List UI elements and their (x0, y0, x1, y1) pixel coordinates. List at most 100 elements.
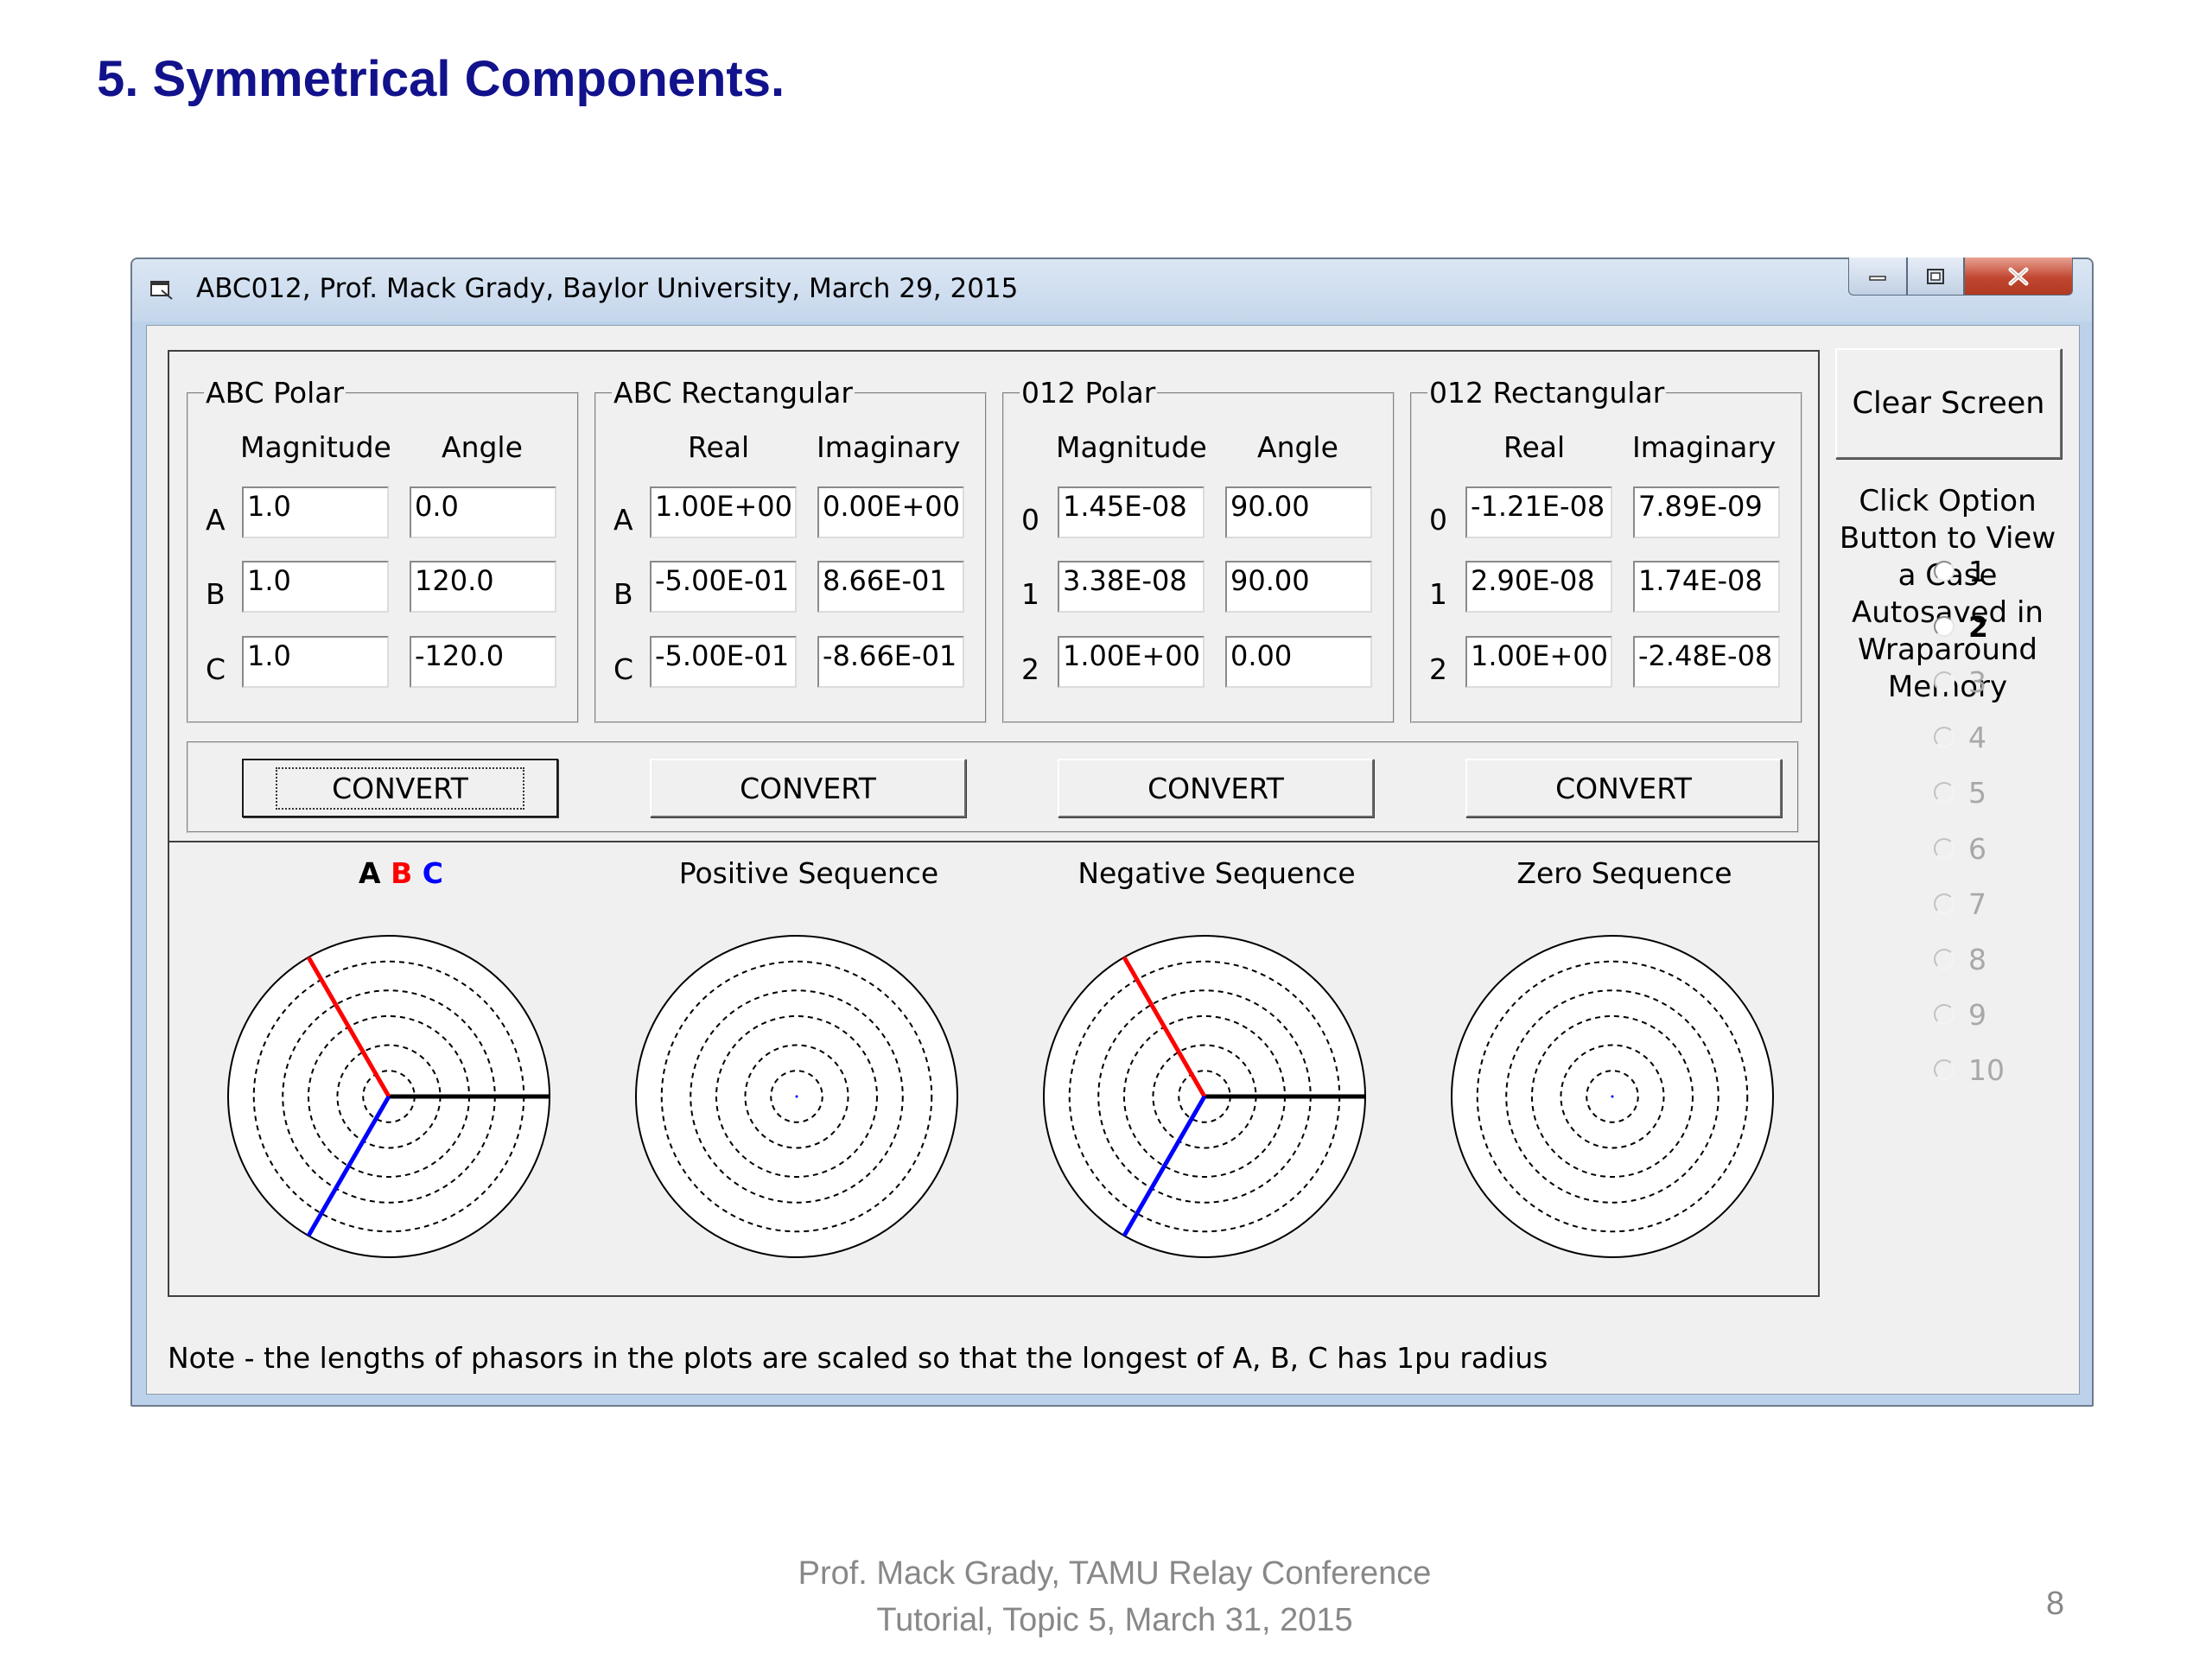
polar012-0-angle-field[interactable]: 90.00 (1225, 486, 1372, 538)
case-radio-1[interactable]: 1 (1934, 554, 1986, 588)
plot-grid-ring (1560, 1044, 1665, 1149)
row-label: 2 (1429, 652, 1447, 686)
rect012-0-real-field[interactable]: -1.21E-08 (1465, 486, 1612, 538)
abc-polar-a-angle-field[interactable]: 0.0 (410, 486, 556, 538)
abc-rect-c-imag-field[interactable]: -8.66E-01 (817, 636, 964, 688)
clear-screen-button[interactable]: Clear Screen (1835, 348, 2062, 459)
phasor-plot-panel: A B C Positive Sequence Negative Sequenc… (168, 841, 1820, 1297)
column-header: Magnitude (1056, 430, 1207, 464)
plot-grid-ring (770, 1070, 823, 1123)
close-button[interactable] (1964, 257, 2073, 296)
footer-line: Prof. Mack Grady, TAMU Relay Conference (798, 1555, 1432, 1592)
negative-phasor-plot (1043, 935, 1366, 1258)
row-label: B (206, 577, 226, 611)
input-panel: ABC Polar Magnitude Angle A 1.0 0.0 B 1.… (168, 350, 1820, 842)
maximize-icon (1927, 268, 1944, 284)
column-header: Magnitude (240, 430, 391, 464)
plot-grid-ring (660, 960, 933, 1233)
slide-title: 5. Symmetrical Components. (97, 51, 785, 107)
radio-label: 6 (1968, 831, 1986, 866)
abc-polar-c-angle-field[interactable]: -120.0 (410, 636, 556, 688)
abc-rect-a-imag-field[interactable]: 0.00E+00 (817, 486, 964, 538)
case-radio-7: 7 (1934, 887, 1986, 921)
polar012-1-magnitude-field[interactable]: 3.38E-08 (1058, 561, 1205, 613)
zero-plot-title: Zero Sequence (1516, 856, 1732, 890)
convert-abc-rect-button[interactable]: CONVERT (650, 759, 966, 817)
row-label: C (613, 652, 634, 686)
phasor-b (306, 956, 391, 1098)
plot-grid-ring (1476, 960, 1749, 1233)
group-title: 012 Polar (1021, 376, 1156, 410)
radio-label: 4 (1968, 720, 1986, 754)
rect012-1-real-field[interactable]: 2.90E-08 (1465, 561, 1612, 613)
abc-polar-a-magnitude-field[interactable]: 1.0 (242, 486, 389, 538)
plot-grid-ring (715, 1015, 878, 1178)
minimize-icon (1869, 275, 1886, 281)
rect012-2-imag-field[interactable]: -2.48E-08 (1633, 636, 1780, 688)
case-radio-3: 3 (1934, 664, 1986, 699)
column-header: Imaginary (1632, 430, 1777, 464)
abc-polar-c-magnitude-field[interactable]: 1.0 (242, 636, 389, 688)
radio-label: 5 (1968, 775, 1986, 810)
radio-circle[interactable] (1934, 616, 1955, 637)
polar012-0-magnitude-field[interactable]: 1.45E-08 (1058, 486, 1205, 538)
radio-circle (1934, 838, 1955, 859)
rect012-0-imag-field[interactable]: 7.89E-09 (1633, 486, 1780, 538)
column-header: Real (688, 430, 750, 464)
slide-footer: Prof. Mack Grady, TAMU Relay Conference … (691, 1550, 1538, 1643)
plot-grid-ring (1531, 1015, 1694, 1178)
plot-title-c: C (422, 856, 443, 890)
column-header: Angle (1257, 430, 1338, 464)
phasor-c (306, 1095, 391, 1237)
abc-polar-b-magnitude-field[interactable]: 1.0 (242, 561, 389, 613)
abc-rect-b-real-field[interactable]: -5.00E-01 (650, 561, 797, 613)
radio-circle[interactable] (1934, 561, 1955, 582)
case-radio-8: 8 (1934, 943, 1986, 976)
polar012-1-angle-field[interactable]: 90.00 (1225, 561, 1372, 613)
abc-rect-c-real-field[interactable]: -5.00E-01 (650, 636, 797, 688)
plot-origin (795, 1095, 798, 1098)
column-header: Imaginary (817, 430, 961, 464)
window-title: ABC012, Prof. Mack Grady, Baylor Univers… (196, 273, 1019, 304)
abc-rect-b-imag-field[interactable]: 8.66E-01 (817, 561, 964, 613)
radio-circle (1934, 782, 1955, 803)
case-radio-2[interactable]: 2 (1934, 610, 1988, 644)
app-window: ABC012, Prof. Mack Grady, Baylor Univers… (130, 257, 2094, 1407)
group-title: ABC Polar (206, 376, 345, 410)
radio-label: 1 (1968, 554, 1986, 588)
button-label: Clear Screen (1852, 386, 2045, 421)
row-label: 1 (1429, 577, 1447, 611)
minimize-button[interactable] (1848, 257, 1907, 296)
maximize-button[interactable] (1907, 257, 1964, 296)
case-help-text: Click Option Button to View a Case Autos… (1839, 484, 2056, 704)
column-header: Real (1503, 430, 1566, 464)
radio-label: 3 (1968, 664, 1986, 699)
button-label: CONVERT (740, 771, 876, 805)
plot-grid-ring (1505, 989, 1719, 1204)
rect012-1-imag-field[interactable]: 1.74E-08 (1633, 561, 1780, 613)
convert-012-polar-button[interactable]: CONVERT (1058, 759, 1374, 817)
case-radio-5: 5 (1934, 775, 1986, 810)
row-label: C (206, 652, 226, 686)
row-label: 0 (1021, 503, 1039, 537)
polar012-2-magnitude-field[interactable]: 1.00E+00 (1058, 636, 1205, 688)
close-icon (2008, 267, 2029, 285)
case-radio-4: 4 (1934, 720, 1986, 754)
group-012-polar: 012 Polar Magnitude Angle 0 1.45E-08 90.… (1002, 378, 1395, 723)
radio-circle (1934, 949, 1955, 969)
row-label: B (613, 577, 633, 611)
radio-circle (1934, 727, 1955, 747)
abc-polar-b-angle-field[interactable]: 120.0 (410, 561, 556, 613)
phasor-b (1122, 956, 1207, 1098)
plot-title-b: B (391, 856, 413, 890)
radio-circle (1934, 1059, 1955, 1080)
rect012-2-real-field[interactable]: 1.00E+00 (1465, 636, 1612, 688)
polar012-2-angle-field[interactable]: 0.00 (1225, 636, 1372, 688)
window-titlebar[interactable]: ABC012, Prof. Mack Grady, Baylor Univers… (132, 257, 2092, 321)
convert-012-rect-button[interactable]: CONVERT (1465, 759, 1782, 817)
abc-rect-a-real-field[interactable]: 1.00E+00 (650, 486, 797, 538)
positive-plot-title: Positive Sequence (678, 856, 939, 890)
page-number: 8 (2046, 1586, 2065, 1622)
convert-abc-polar-button[interactable]: CONVERT (242, 759, 558, 817)
row-label: 1 (1021, 577, 1039, 611)
